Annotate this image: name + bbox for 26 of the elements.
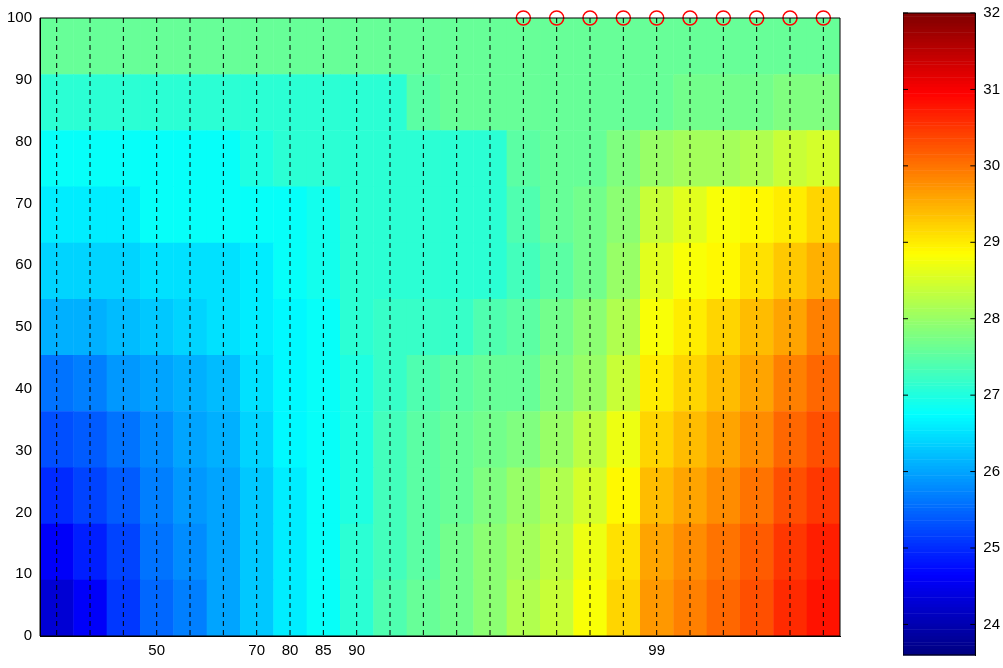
color-bar-label: 32 [983, 3, 1000, 21]
y-tick-label: 80 [15, 131, 33, 149]
color-bar-label: 26 [983, 461, 1000, 479]
color-bar-label: 28 [983, 308, 1000, 326]
y-tick-label: 0 [23, 626, 33, 644]
y-tick-label: 30 [15, 440, 33, 458]
color-bar-label: 24 [983, 614, 1000, 632]
y-tick-label: 100 [7, 8, 33, 26]
color-bar-label: 27 [983, 385, 1000, 403]
x-tick-label: 85 [315, 641, 332, 659]
color-bar-label: 29 [983, 232, 1000, 250]
x-tick-label: 80 [281, 641, 299, 659]
y-tick-label: 90 [15, 69, 33, 87]
y-tick-label: 20 [15, 502, 33, 520]
x-tick-label: 50 [148, 641, 166, 659]
x-tick-label: 70 [248, 641, 266, 659]
y-tick-label: 10 [15, 564, 33, 582]
color-bar-label: 25 [983, 538, 1000, 556]
x-tick-label: 99 [648, 641, 666, 659]
y-tick-label: 60 [15, 255, 33, 273]
x-tick-label: 90 [348, 641, 366, 659]
color-bar-label: 31 [983, 79, 1000, 97]
y-tick-label: 40 [15, 378, 33, 396]
y-tick-label: 50 [15, 317, 33, 335]
y-tick-label: 70 [15, 193, 33, 211]
color-bar-label: 30 [983, 156, 1000, 173]
